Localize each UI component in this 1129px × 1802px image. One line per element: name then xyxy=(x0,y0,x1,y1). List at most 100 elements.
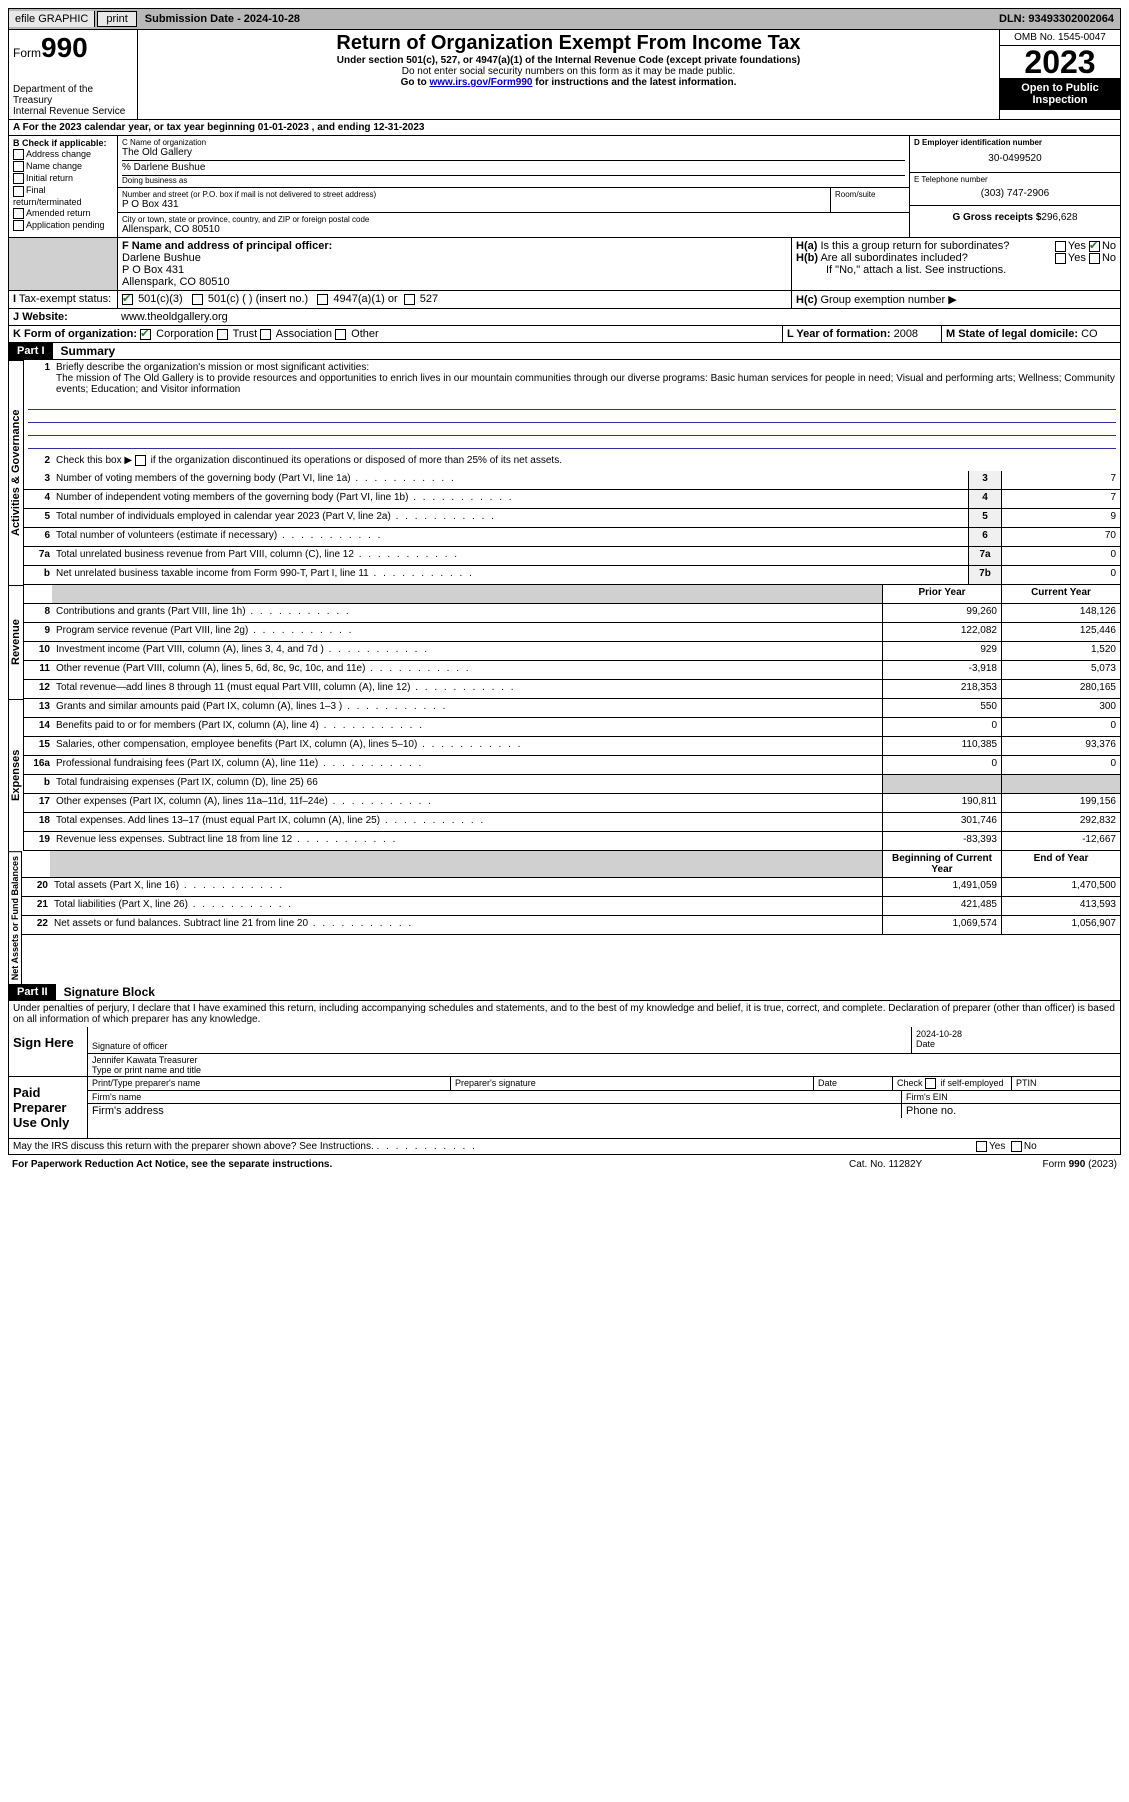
expenses-section: Expenses 13 Grants and similar amounts p… xyxy=(8,699,1121,851)
cb-4947[interactable] xyxy=(317,294,328,305)
part1-bar: Part I Summary xyxy=(8,343,1121,360)
cb-501c[interactable] xyxy=(192,294,203,305)
domicile: CO xyxy=(1081,328,1098,340)
org-care-of: % Darlene Bushue xyxy=(122,160,905,173)
footer-bottom: For Paperwork Reduction Act Notice, see … xyxy=(8,1155,1121,1174)
form-org-label: K Form of organization: xyxy=(13,328,137,340)
cb-name-change[interactable]: Name change xyxy=(13,161,113,172)
gov-row-6: 6 Total number of volunteers (estimate i… xyxy=(24,528,1120,547)
data-row-b: b Total fundraising expenses (Part IX, c… xyxy=(24,775,1120,794)
form-header: Form990 Department of the Treasury Inter… xyxy=(8,30,1121,120)
officer-addr1: P O Box 431 xyxy=(122,264,787,276)
data-row-15: 15 Salaries, other compensation, employe… xyxy=(24,737,1120,756)
data-row-20: 20 Total assets (Part X, line 16) 1,491,… xyxy=(22,878,1120,897)
part1-title: Summary xyxy=(53,344,116,358)
hb-note: If "No," attach a list. See instructions… xyxy=(796,264,1116,276)
officer-name: Darlene Bushue xyxy=(122,252,787,264)
firm-name-label: Firm's name xyxy=(88,1091,901,1103)
vlabel-expenses: Expenses xyxy=(8,699,24,851)
cb-address-change[interactable]: Address change xyxy=(13,149,113,160)
sig-officer-label: Signature of officer xyxy=(92,1041,167,1051)
col-b-header: B Check if applicable: xyxy=(13,138,113,148)
gov-row-3: 3 Number of voting members of the govern… xyxy=(24,471,1120,490)
hdr-current-year: Current Year xyxy=(1001,585,1120,603)
data-row-17: 17 Other expenses (Part IX, column (A), … xyxy=(24,794,1120,813)
revenue-section: Revenue Prior Year Current Year 8 Contri… xyxy=(8,585,1121,699)
hdr-end-year: End of Year xyxy=(1001,851,1120,877)
cb-initial-return[interactable]: Initial return xyxy=(13,173,113,184)
street-value: P O Box 431 xyxy=(122,199,826,210)
cb-corporation[interactable] xyxy=(140,329,151,340)
ptin-label: PTIN xyxy=(1011,1077,1120,1090)
open-to-public: Open to Public Inspection xyxy=(1000,78,1120,110)
tax-exempt-label: Tax-exempt status: xyxy=(19,293,111,305)
data-row-22: 22 Net assets or fund balances. Subtract… xyxy=(22,916,1120,935)
form-990: 990 xyxy=(41,32,88,63)
cb-self-employed[interactable] xyxy=(925,1078,936,1089)
data-row-16a: 16a Professional fundraising fees (Part … xyxy=(24,756,1120,775)
cb-association[interactable] xyxy=(260,329,271,340)
prep-check: Check if self-employed xyxy=(892,1077,1011,1090)
col-c-org-info: C Name of organization The Old Gallery %… xyxy=(118,136,909,237)
cb-527[interactable] xyxy=(404,294,415,305)
form-number: Form990 xyxy=(13,32,133,64)
print-button[interactable]: print xyxy=(97,11,136,27)
dba-label: Doing business as xyxy=(122,175,905,185)
q1-label: Briefly describe the organization's miss… xyxy=(56,362,369,373)
prep-name-label: Print/Type preparer's name xyxy=(88,1077,450,1090)
firm-phone-label: Phone no. xyxy=(901,1104,1120,1118)
signature-block: Sign Here Signature of officer 2024-10-2… xyxy=(8,1027,1121,1139)
phone-label: E Telephone number xyxy=(914,175,1116,184)
hb-row: H(b) Are all subordinates included? Yes … xyxy=(796,252,1116,264)
ha-row: H(a) Is this a group return for subordin… xyxy=(796,240,1116,252)
form-note-link: Go to www.irs.gov/Form990 for instructio… xyxy=(142,77,995,88)
cb-discuss-yes[interactable] xyxy=(976,1141,987,1152)
gov-row-7a: 7a Total unrelated business revenue from… xyxy=(24,547,1120,566)
net-assets-section: Net Assets or Fund Balances Beginning of… xyxy=(8,851,1121,984)
data-row-21: 21 Total liabilities (Part X, line 26) 4… xyxy=(22,897,1120,916)
form-title: Return of Organization Exempt From Incom… xyxy=(142,32,995,55)
ein-value: 30-0499520 xyxy=(914,147,1116,170)
cb-amended-return[interactable]: Amended return xyxy=(13,208,113,219)
hc-row: H(c) Group exemption number ▶ xyxy=(792,291,1120,308)
row-j: J Website: www.theoldgallery.org xyxy=(8,309,1121,326)
data-row-8: 8 Contributions and grants (Part VIII, l… xyxy=(24,604,1120,623)
phone-value: (303) 747-2906 xyxy=(914,184,1116,203)
ein-label: D Employer identification number xyxy=(914,138,1116,147)
hdr-prior-year: Prior Year xyxy=(882,585,1001,603)
cb-discuss-no[interactable] xyxy=(1011,1141,1022,1152)
footer-discuss: May the IRS discuss this return with the… xyxy=(8,1139,1121,1155)
year-formation-label: L Year of formation: xyxy=(787,328,891,340)
cb-discontinued[interactable] xyxy=(135,455,146,466)
row-f-h: F Name and address of principal officer:… xyxy=(8,238,1121,291)
part2-title: Signature Block xyxy=(56,985,155,999)
cb-other[interactable] xyxy=(335,329,346,340)
cb-501c3[interactable] xyxy=(122,294,133,305)
perjury-statement: Under penalties of perjury, I declare th… xyxy=(8,1001,1121,1027)
data-row-11: 11 Other revenue (Part VIII, column (A),… xyxy=(24,661,1120,680)
cb-trust[interactable] xyxy=(217,329,228,340)
prep-date-label: Date xyxy=(813,1077,892,1090)
data-row-19: 19 Revenue less expenses. Subtract line … xyxy=(24,832,1120,851)
sig-date: 2024-10-28 xyxy=(916,1029,1116,1039)
sig-name: Jennifer Kawata Treasurer xyxy=(92,1055,1116,1065)
cb-final-return[interactable]: Final return/terminated xyxy=(13,185,113,206)
part2-bar: Part II Signature Block xyxy=(8,984,1121,1001)
city-label: City or town, state or province, country… xyxy=(122,215,905,224)
vlabel-net-assets: Net Assets or Fund Balances xyxy=(8,851,22,984)
hdr-begin-year: Beginning of Current Year xyxy=(882,851,1001,877)
cb-application-pending[interactable]: Application pending xyxy=(13,220,113,231)
sign-here-label: Sign Here xyxy=(9,1027,88,1076)
gov-row-5: 5 Total number of individuals employed i… xyxy=(24,509,1120,528)
section-a-period: A For the 2023 calendar year, or tax yea… xyxy=(8,120,1121,136)
gov-row-4: 4 Number of independent voting members o… xyxy=(24,490,1120,509)
gross-label: G Gross receipts $ xyxy=(952,212,1041,223)
officer-label: F Name and address of principal officer: xyxy=(122,240,787,252)
street-label: Number and street (or P.O. box if mail i… xyxy=(122,190,826,199)
paid-preparer-label: Paid Preparer Use Only xyxy=(9,1077,88,1138)
discuss-text: May the IRS discuss this return with the… xyxy=(13,1141,374,1152)
data-row-13: 13 Grants and similar amounts paid (Part… xyxy=(24,699,1120,718)
efile-label: efile GRAPHIC xyxy=(9,11,95,27)
form-subtitle: Under section 501(c), 527, or 4947(a)(1)… xyxy=(142,55,995,66)
irs-link[interactable]: www.irs.gov/Form990 xyxy=(429,77,532,88)
